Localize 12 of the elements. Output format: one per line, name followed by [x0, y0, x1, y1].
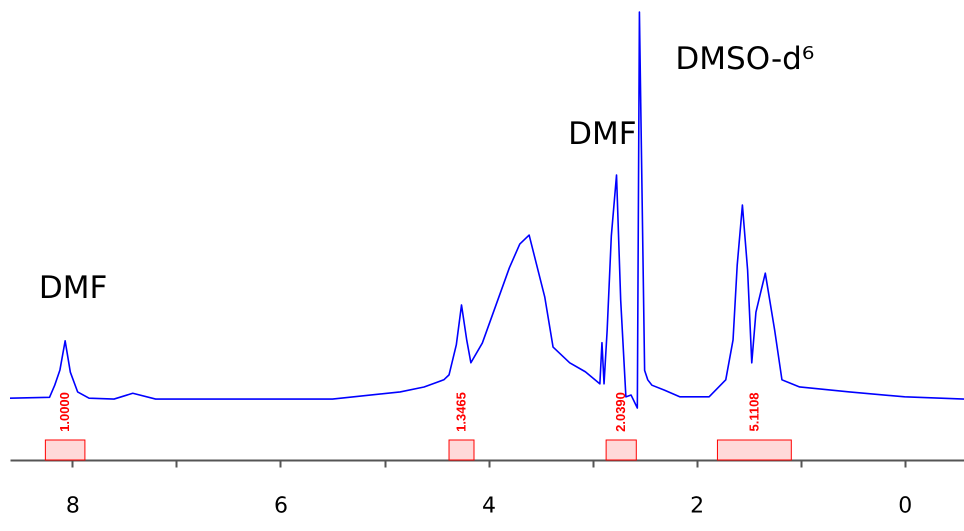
x-tick-label: 0: [898, 494, 912, 518]
band-label: 5.1108: [746, 392, 762, 432]
annotation: DMF: [38, 270, 108, 306]
band-label: 1.0000: [57, 392, 72, 432]
band-label: 1.3465: [454, 392, 469, 432]
x-tick-label: 2: [690, 494, 704, 518]
x-tick-label: 8: [66, 494, 80, 518]
x-tick-label: 4: [482, 494, 496, 518]
x-tick-label: 6: [274, 494, 288, 518]
annotation: DMSO-d⁶: [675, 41, 814, 77]
annotation: DMF: [568, 116, 637, 152]
band-label: 2.0390: [613, 392, 628, 432]
